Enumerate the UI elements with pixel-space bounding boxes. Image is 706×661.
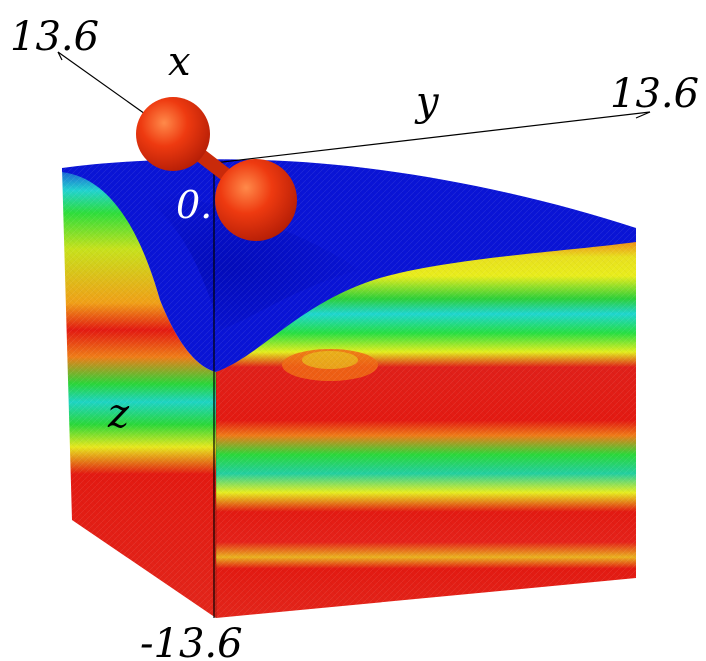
atom-sphere-1 <box>136 97 210 171</box>
y-max-label: 13.6 <box>610 71 699 117</box>
x-axis-label: x <box>168 39 191 85</box>
x-max-label: 13.6 <box>10 14 99 60</box>
atom-sphere-2 <box>215 159 297 241</box>
x-axis-tick <box>57 51 63 61</box>
origin-label: 0. <box>176 183 212 227</box>
z-min-label: -13.6 <box>140 621 243 661</box>
z-axis-label: z <box>107 391 130 437</box>
y-axis-line <box>213 111 651 164</box>
block-left-face <box>62 168 216 618</box>
y-axis-tick <box>635 111 651 119</box>
block-top-surface <box>62 159 636 372</box>
y-axis-label: y <box>414 79 440 125</box>
block-front-face <box>216 238 636 618</box>
molecule <box>136 97 297 241</box>
